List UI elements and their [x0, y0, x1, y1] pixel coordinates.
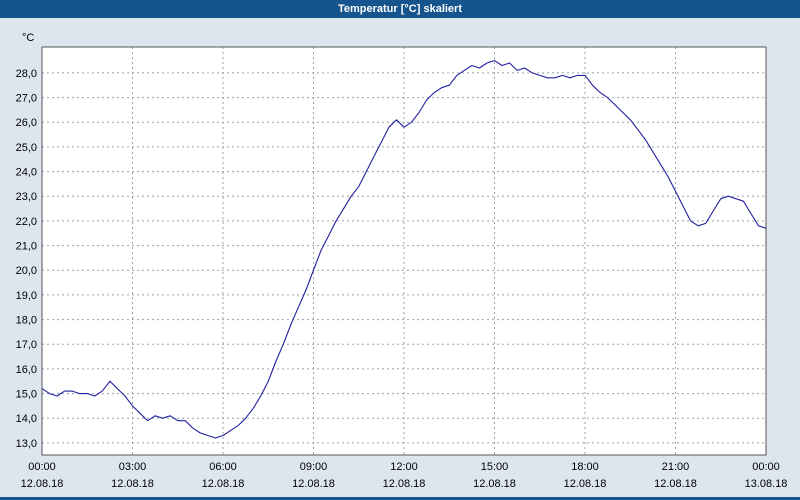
- y-tick-label: 17,0: [16, 339, 37, 351]
- x-tick-date-label: 12.08.18: [202, 478, 245, 490]
- y-tick-label: 20,0: [16, 265, 37, 277]
- x-tick-date-label: 12.08.18: [473, 478, 516, 490]
- x-tick-time-label: 15:00: [481, 461, 509, 473]
- y-tick-label: 22,0: [16, 216, 37, 228]
- y-tick-label: 27,0: [16, 93, 37, 105]
- x-tick-date-label: 12.08.18: [111, 478, 154, 490]
- chart-title: Temperatur [°C] skaliert: [337, 3, 462, 15]
- x-tick-date-label: 13.08.18: [745, 478, 788, 490]
- plot-border: [41, 46, 767, 456]
- x-tick-time-label: 06:00: [209, 461, 237, 473]
- temperature-line-chart: 13,0 14,0 15,0 16,0 17,0 18,0 19,0 20,0 21,0 22,0…: [16, 32, 788, 490]
- x-tick-time-label: 09:00: [300, 461, 328, 473]
- y-tick-label: 28,0: [16, 68, 37, 80]
- x-tick-time-label: 00:00: [752, 461, 780, 473]
- x-tick-date-label: 12.08.18: [21, 478, 64, 490]
- temperature-series-line: [41, 60, 767, 439]
- y-axis-unit-label: °C: [22, 32, 34, 44]
- x-tick-time-label: 21:00: [662, 461, 690, 473]
- y-tick-label: 19,0: [16, 290, 37, 302]
- window-bottom-border: [0, 497, 800, 500]
- y-tick-label: 18,0: [16, 315, 37, 327]
- y-tick-label: 15,0: [16, 389, 37, 401]
- y-tick-label: 25,0: [16, 142, 37, 154]
- chart-container: 13,0 14,0 15,0 16,0 17,0 18,0 19,0 20,0 21,0 22,0…: [0, 18, 800, 497]
- x-tick-time-label: 18:00: [571, 461, 599, 473]
- x-tick-time-label: 00:00: [28, 461, 56, 473]
- x-tick-time-label: 12:00: [390, 461, 418, 473]
- x-tick-date-label: 12.08.18: [564, 478, 607, 490]
- y-tick-label: 13,0: [16, 438, 37, 450]
- x-tick-date-label: 12.08.18: [292, 478, 335, 490]
- y-tick-label: 16,0: [16, 364, 37, 376]
- y-tick-label: 23,0: [16, 191, 37, 203]
- y-tick-label: 24,0: [16, 167, 37, 179]
- y-tick-label: 14,0: [16, 413, 37, 425]
- x-tick-time-label: 03:00: [119, 461, 147, 473]
- window-titlebar: Temperatur [°C] skaliert: [0, 0, 800, 18]
- y-tick-label: 21,0: [16, 241, 37, 253]
- x-tick-date-label: 12.08.18: [383, 478, 426, 490]
- x-tick-date-label: 12.08.18: [654, 478, 697, 490]
- y-tick-label: 26,0: [16, 117, 37, 129]
